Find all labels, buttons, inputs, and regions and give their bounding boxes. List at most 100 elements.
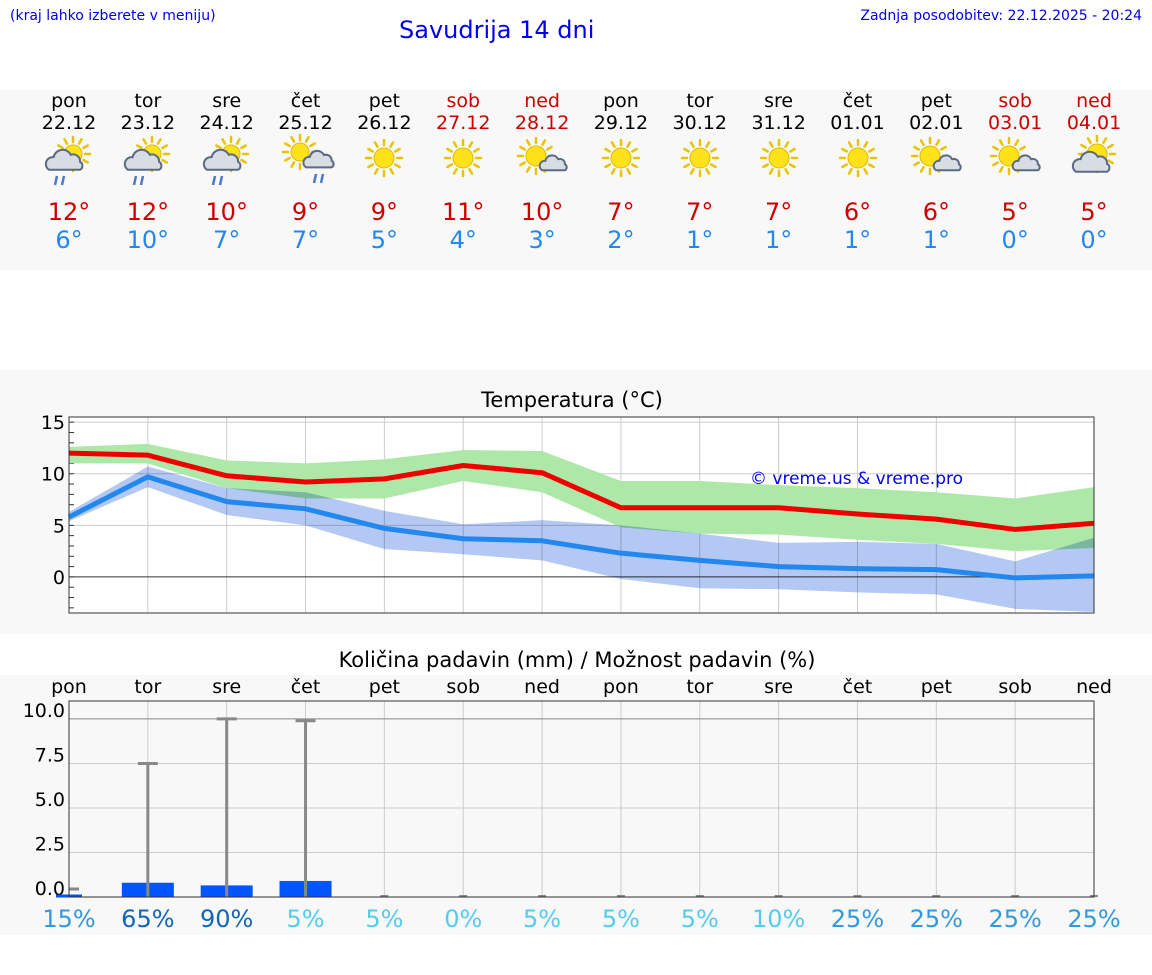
y-tick-label: 0 <box>53 567 65 589</box>
max-temperature: 12° <box>126 198 170 226</box>
day-date: 24.12 <box>199 112 254 134</box>
location-hint[interactable]: (kraj lahko izberete v meniju) <box>10 8 216 24</box>
sun-cloud-rain-icon <box>118 134 178 194</box>
plot-area <box>69 701 1094 897</box>
sun-icon <box>828 134 888 194</box>
min-temperature: 1° <box>843 226 872 254</box>
x-category-label: čet <box>843 676 873 698</box>
min-temperature: 3° <box>528 226 556 254</box>
min-temperature: 7° <box>213 226 241 254</box>
day-name: sob <box>446 90 481 112</box>
x-category-label: sob <box>446 676 480 698</box>
precipitation-probability-label: 10% <box>752 905 805 933</box>
max-temperature: 5° <box>1080 198 1108 226</box>
last-update: Zadnja posodobitev: 22.12.2025 - 20:24 <box>860 8 1142 24</box>
min-temperature: 4° <box>449 226 477 254</box>
max-temperature: 6° <box>922 198 950 226</box>
day-date: 01.01 <box>830 112 885 134</box>
precipitation-probability-label: 25% <box>1067 905 1120 933</box>
min-temperature: 0° <box>1001 226 1029 254</box>
y-tick-label: 2.5 <box>35 834 65 856</box>
precipitation-probability-label: 5% <box>286 905 324 933</box>
x-category-label: pon <box>51 676 87 698</box>
watermark: © vreme.us & vreme.pro <box>750 469 963 489</box>
sun-icon <box>433 134 493 194</box>
day-date: 26.12 <box>357 112 412 134</box>
sun-cloud-icon <box>1064 134 1124 194</box>
sun-icon <box>591 134 651 194</box>
x-category-label: pet <box>369 676 400 698</box>
day-name: čet <box>842 90 873 112</box>
day-name: sob <box>998 90 1032 112</box>
max-temperature: 11° <box>441 198 485 226</box>
max-temperature: 6° <box>843 198 872 226</box>
min-temperature-line <box>67 474 1095 581</box>
day-date: 30.12 <box>672 112 727 134</box>
day-date: 28.12 <box>514 112 570 134</box>
y-tick-label: 7.5 <box>35 744 65 766</box>
min-temperature: 1° <box>765 226 793 254</box>
precipitation-probability-label: 5% <box>681 905 719 933</box>
x-category-label: sre <box>764 676 793 698</box>
day-name: pon <box>51 90 87 112</box>
day-date: 23.12 <box>120 112 176 134</box>
max-temperature: 7° <box>765 198 793 226</box>
sun-icon <box>354 134 414 194</box>
precipitation-probability-label: 65% <box>121 905 174 933</box>
y-tick-label: 5.0 <box>35 789 65 811</box>
x-category-label: tor <box>686 676 713 698</box>
sun-icon <box>749 134 809 194</box>
precipitation-probability-label: 25% <box>910 905 963 933</box>
max-temperature: 9° <box>370 198 399 226</box>
day-name: pet <box>368 90 400 112</box>
day-strip-background <box>0 90 1152 270</box>
day-name: sre <box>764 90 794 112</box>
precipitation-probability-label: 90% <box>200 905 253 933</box>
day-name: čet <box>290 90 321 112</box>
max-temperature: 12° <box>47 198 91 226</box>
day-date: 31.12 <box>751 112 806 134</box>
day-name: ned <box>1076 90 1112 112</box>
max-temperature-line <box>68 450 1095 532</box>
precipitation-chart-title: Količina padavin (mm) / Možnost padavin … <box>338 648 816 672</box>
sun-small-cloud-icon <box>512 134 572 194</box>
x-category-label: sob <box>998 676 1032 698</box>
precipitation-probability-label: 5% <box>365 905 403 933</box>
min-temperature: 0° <box>1080 226 1108 254</box>
precipitation-probability-label: 25% <box>831 905 884 933</box>
x-category-label: ned <box>524 676 560 698</box>
x-category-label: čet <box>291 676 321 698</box>
precipitation-probability-label: 25% <box>988 905 1041 933</box>
day-name: sre <box>212 90 242 112</box>
day-date: 03.01 <box>987 112 1043 134</box>
precipitation-probability-label: 5% <box>523 905 561 933</box>
y-tick-label: 10 <box>41 464 65 486</box>
day-date: 27.12 <box>436 112 491 134</box>
min-temperature: 2° <box>607 226 635 254</box>
sun-cloud-rain-icon <box>197 134 257 194</box>
max-temperature: 7° <box>686 198 714 226</box>
x-category-label: sre <box>212 676 241 698</box>
day-name: ned <box>524 90 560 112</box>
day-name: tor <box>686 90 714 112</box>
sun-cloud-drizzle-icon <box>276 133 336 194</box>
day-name: tor <box>134 90 162 112</box>
temperature-chart-title: Temperatura (°C) <box>481 388 663 412</box>
min-temperature-range <box>69 466 1094 612</box>
plot-frame <box>68 700 1095 898</box>
min-temperature: 1° <box>686 226 714 254</box>
max-temperature-range <box>69 443 1094 552</box>
x-category-label: ned <box>1076 676 1112 698</box>
sun-small-cloud-icon <box>985 134 1045 194</box>
min-temperature: 6° <box>55 226 83 254</box>
page-title: Savudrija 14 dni <box>399 16 595 44</box>
y-tick-label: 5 <box>53 515 65 537</box>
plot-frame <box>68 416 1095 614</box>
day-date: 22.12 <box>41 112 97 134</box>
min-temperature: 10° <box>126 226 170 254</box>
x-category-label: tor <box>134 676 161 698</box>
day-name: pon <box>603 90 639 112</box>
max-temperature: 5° <box>1001 198 1029 226</box>
